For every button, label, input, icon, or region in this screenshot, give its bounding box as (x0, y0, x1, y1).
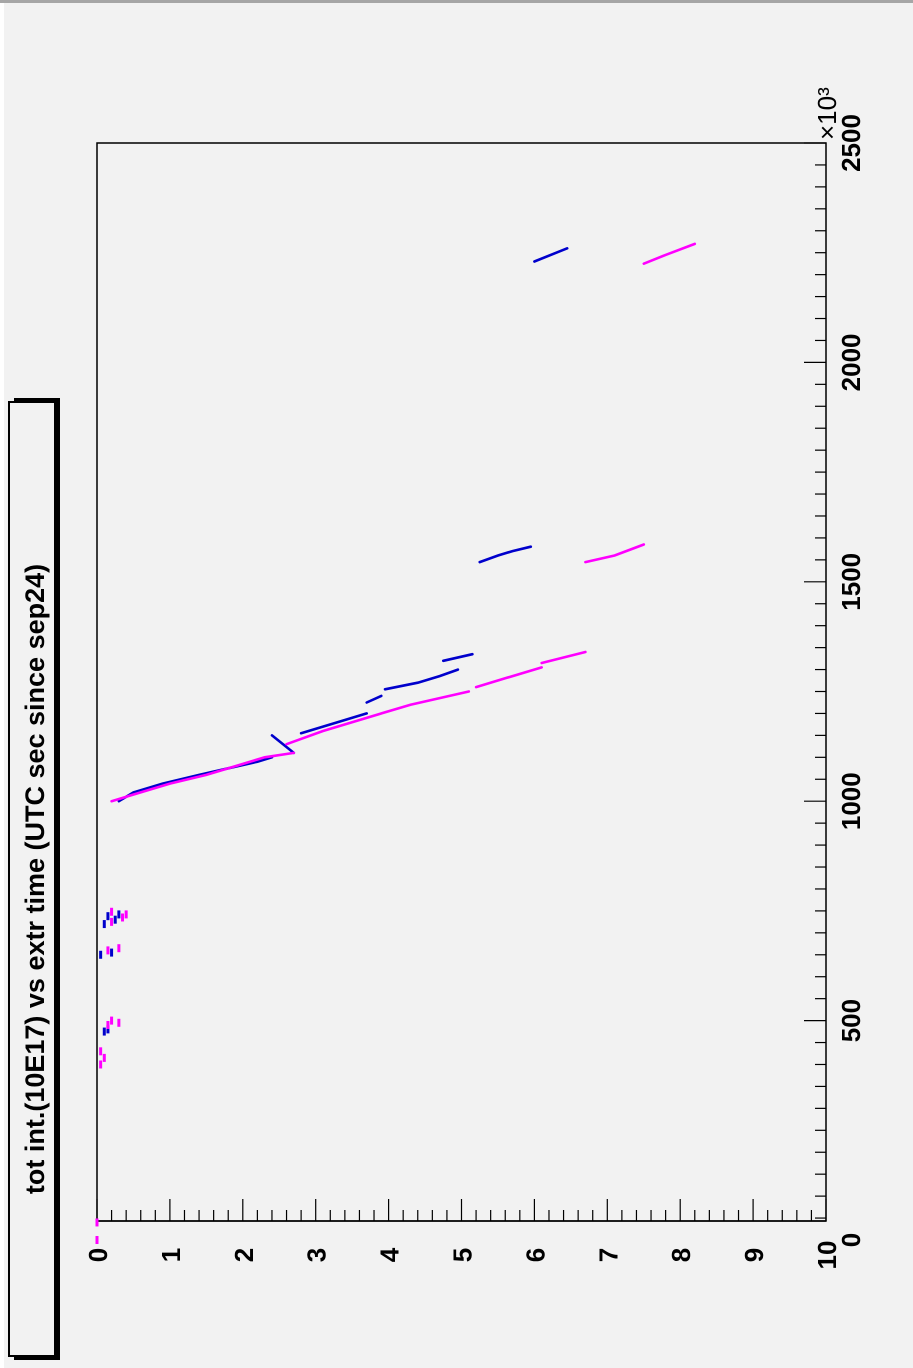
x-axis: 0 500 1000 1500 2000 2500 (804, 114, 866, 1247)
y-tick-label: 8 (666, 1248, 696, 1262)
series-1-segment (110, 751, 296, 803)
series-1-segment (584, 543, 646, 564)
y-axis: 0 1 2 3 4 5 6 7 8 9 10 (83, 1199, 842, 1269)
series-1-point (106, 1020, 110, 1029)
series-0-point (113, 915, 117, 924)
y-tick-label: 2 (229, 1248, 259, 1262)
series-0-segment (117, 755, 274, 803)
series-0-segment (383, 668, 460, 691)
series-1-point (99, 1047, 103, 1056)
plot-frame (96, 142, 827, 1222)
series-1-point (95, 1236, 99, 1244)
series-1-point (106, 946, 110, 955)
chart-title: tot int.(10E17) vs extr time (UTC sec si… (20, 564, 50, 1194)
series-1-segment (540, 650, 587, 665)
y-tick-label: 4 (375, 1247, 405, 1262)
y-tick-label: 7 (593, 1248, 623, 1262)
series-1-point (110, 917, 114, 926)
series-1-point (110, 1016, 114, 1025)
series-0-point (99, 950, 103, 959)
series-1-point (102, 1053, 106, 1062)
y-tick-label: 1 (156, 1248, 186, 1262)
x-tick-label: 2000 (836, 333, 866, 391)
series-0-point (106, 912, 110, 921)
x-tick-label: 2500 (836, 114, 866, 172)
x-tick-label: 1500 (836, 553, 866, 611)
y-tick-label: 3 (302, 1248, 332, 1262)
x-tick-label: 0 (836, 1233, 866, 1247)
series-0-point (102, 920, 106, 929)
series-1-segment (474, 666, 544, 689)
x-axis-multiplier: ×10³ (812, 87, 842, 140)
x-tick-label: 1000 (836, 772, 866, 830)
series-1-point (95, 1218, 99, 1227)
y-tick-label: 0 (83, 1248, 113, 1262)
title-frame (8, 401, 56, 1357)
series-1-segment (642, 242, 697, 266)
series-1-point (110, 907, 114, 916)
series-0-point (102, 1027, 106, 1036)
series-1-point (99, 1060, 103, 1069)
y-tick-label: 6 (520, 1248, 550, 1262)
series-0-segment (533, 247, 569, 263)
series-0-point (117, 910, 121, 919)
series-0-segment (365, 694, 383, 704)
y-tick-label: 5 (448, 1248, 478, 1262)
left-edge (0, 3, 4, 1368)
series-1-point (117, 1018, 121, 1027)
title-box: tot int.(10E17) vs extr time (UTC sec si… (8, 398, 60, 1360)
series-1-point (121, 913, 125, 922)
series-1-point (117, 944, 121, 953)
x-tick-label: 500 (836, 999, 866, 1042)
series-1-segment (285, 690, 471, 746)
top-divider (0, 0, 913, 3)
series-0-segment (441, 652, 474, 663)
series-0-segment (299, 712, 369, 735)
series-0-segment (478, 545, 533, 564)
data-layer (95, 242, 697, 1244)
series-0-point (106, 1025, 110, 1034)
series-0-segment (270, 734, 296, 755)
y-tick-label: 10 (812, 1241, 842, 1270)
y-tick-label: 9 (739, 1248, 769, 1262)
series-1-point (124, 910, 128, 919)
series-0-point (110, 948, 114, 957)
